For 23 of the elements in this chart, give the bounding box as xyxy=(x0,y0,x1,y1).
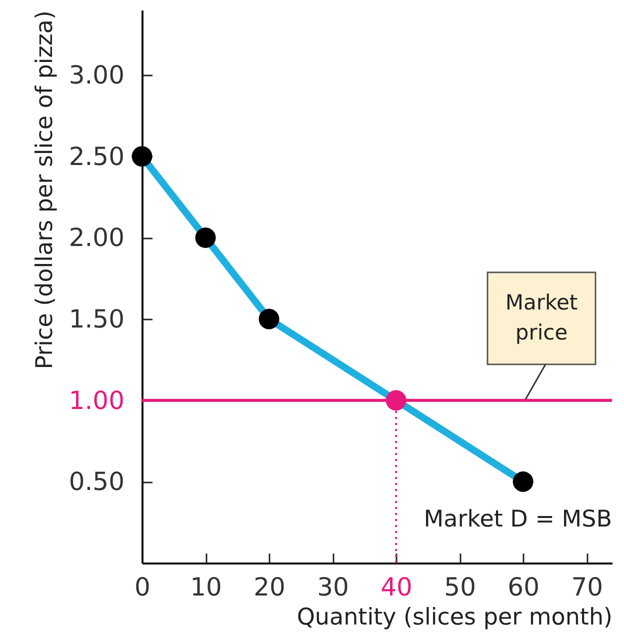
x-tick-label: 70 xyxy=(571,572,603,602)
y-tick-label: 1.50 xyxy=(68,304,124,334)
y-tick-label: 2.50 xyxy=(68,142,124,171)
point xyxy=(512,471,534,492)
x-tick-label: 40 xyxy=(380,572,412,602)
y-axis-title: Price (dollars per slice of pizza) xyxy=(32,10,58,370)
point xyxy=(132,146,152,167)
x-tick-label: 20 xyxy=(254,572,286,602)
point xyxy=(386,390,406,411)
y-tick-label: 0.50 xyxy=(68,467,124,496)
x-tick-label: 50 xyxy=(444,572,476,602)
x-tick-label: 0 xyxy=(134,572,150,602)
x-tick-label: 30 xyxy=(317,572,349,602)
x-axis-title: Quantity (slices per month) xyxy=(296,604,612,630)
x-tick-label: 10 xyxy=(190,572,222,602)
x-tick-label: 60 xyxy=(508,572,540,602)
y-tick-label: 1.00 xyxy=(68,386,124,415)
ref-line-label: Market price xyxy=(505,290,578,344)
point xyxy=(258,308,280,330)
y-tick-label: 2.00 xyxy=(68,223,124,252)
point xyxy=(195,227,216,248)
y-tick-label: 3.00 xyxy=(68,60,124,90)
annotation: Market D = MSB xyxy=(424,506,612,533)
